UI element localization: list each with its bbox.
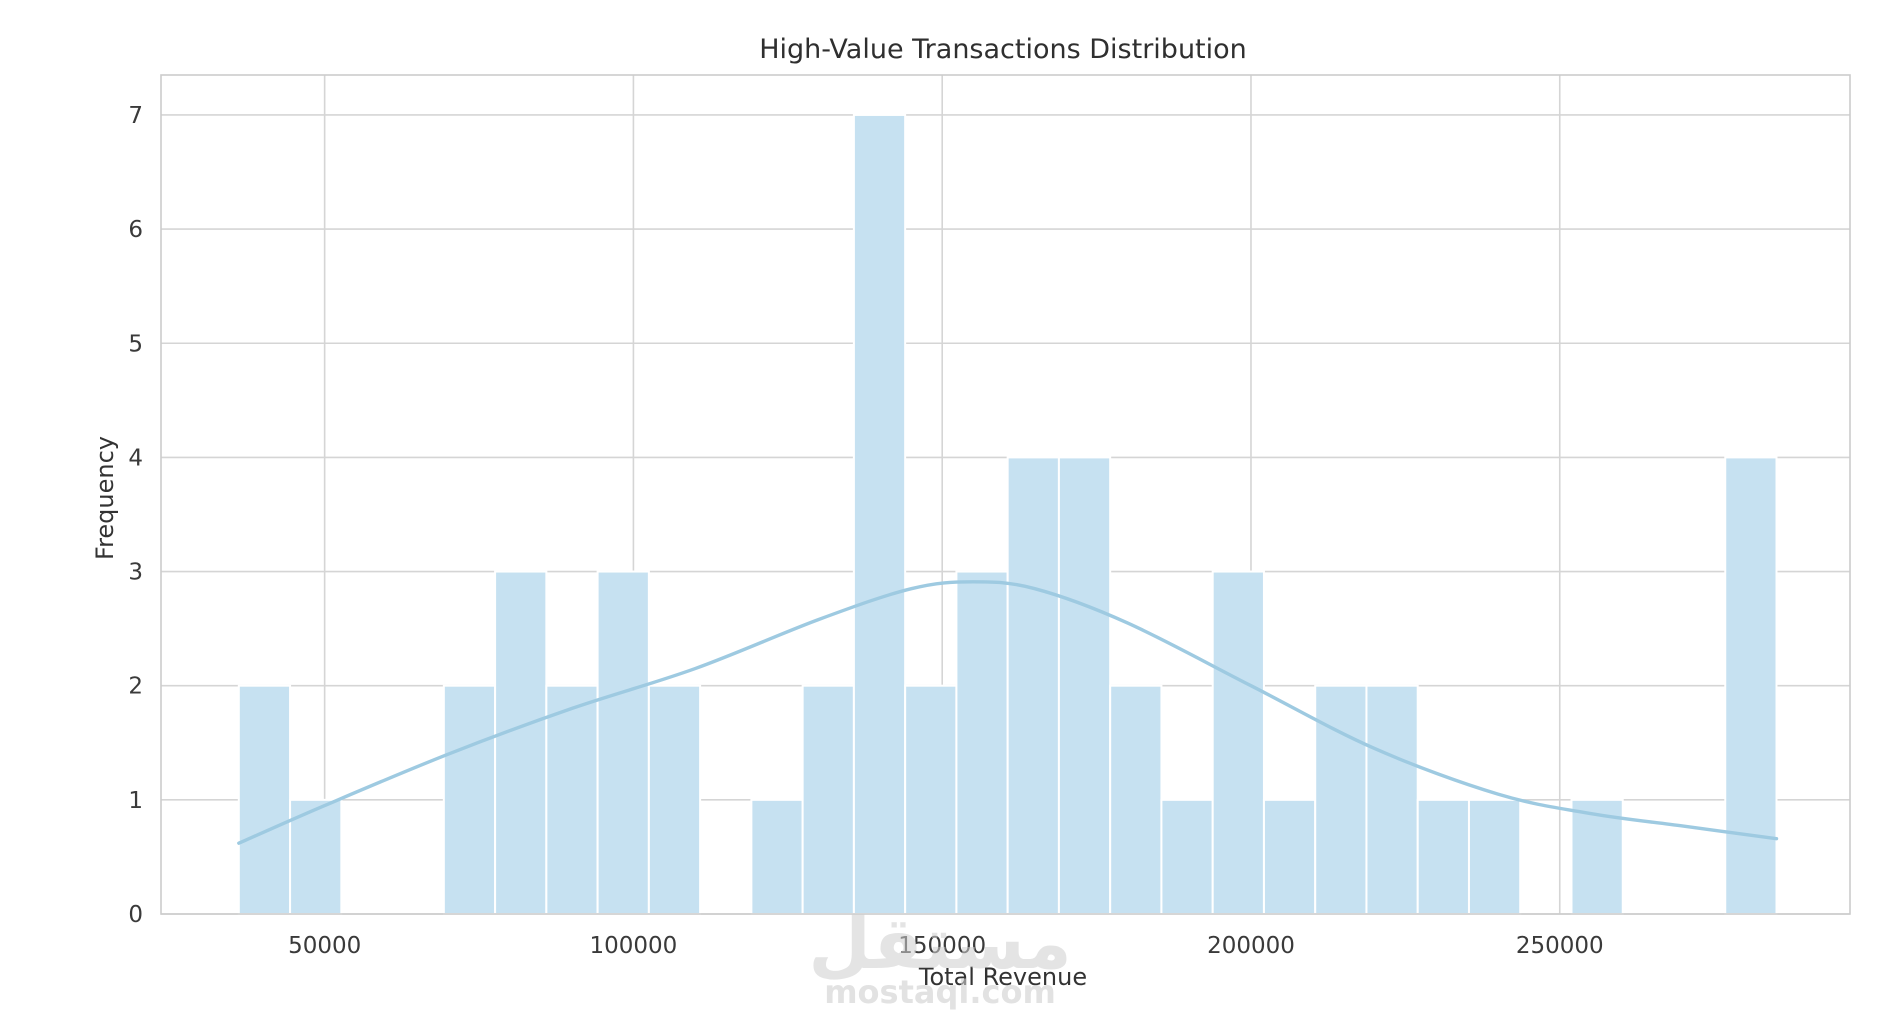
histogram-bar bbox=[1006, 456, 1060, 915]
x-tick-label: 100000 bbox=[590, 933, 678, 959]
histogram-bar bbox=[1314, 684, 1368, 915]
histogram-bar bbox=[1724, 456, 1778, 915]
y-axis-label: Frequency bbox=[91, 436, 119, 560]
x-tick-label: 150000 bbox=[898, 933, 986, 959]
histogram-bar bbox=[289, 798, 343, 915]
y-tick-labels: 0 1 2 3 4 5 6 7 bbox=[128, 103, 143, 928]
histogram-bar bbox=[237, 684, 292, 915]
y-tick-label: 6 bbox=[128, 217, 143, 243]
y-tick-label: 7 bbox=[128, 103, 143, 129]
watermark-latin: mostaql.com bbox=[824, 973, 1056, 1011]
histogram-bar bbox=[1109, 684, 1163, 915]
plot-frame bbox=[160, 74, 1851, 915]
histogram-bars bbox=[237, 113, 1778, 915]
histogram-bar bbox=[1365, 684, 1419, 915]
histogram-bar bbox=[494, 570, 548, 915]
histogram-bar bbox=[1262, 798, 1317, 915]
histogram-bar bbox=[1211, 570, 1265, 915]
histogram-bar bbox=[596, 570, 650, 915]
y-tick-label: 4 bbox=[128, 445, 143, 471]
histogram-bar bbox=[1467, 798, 1522, 915]
x-tick-label: 250000 bbox=[1516, 933, 1604, 959]
y-tick-label: 2 bbox=[128, 674, 143, 700]
x-tick-label: 200000 bbox=[1207, 933, 1295, 959]
histogram-bar bbox=[904, 684, 958, 915]
histogram-bar bbox=[750, 798, 804, 915]
histogram-bar bbox=[801, 684, 855, 915]
histogram-bar bbox=[442, 684, 497, 915]
y-tick-label: 3 bbox=[128, 560, 143, 586]
watermark-arabic: مستقل bbox=[808, 901, 1071, 985]
histogram-bar bbox=[1160, 798, 1214, 915]
x-tick-label: 50000 bbox=[288, 933, 361, 959]
x-axis-label: Total Revenue bbox=[918, 963, 1087, 991]
x-tick-labels: 50000 100000 150000 200000 250000 bbox=[288, 933, 1604, 959]
chart-title: High-Value Transactions Distribution bbox=[759, 34, 1247, 65]
histogram-bar bbox=[647, 684, 702, 915]
y-tick-label: 1 bbox=[128, 788, 143, 814]
histogram-bar bbox=[545, 684, 599, 915]
histogram-bar bbox=[1057, 456, 1112, 915]
histogram-bar bbox=[852, 113, 907, 915]
histogram-bar bbox=[955, 570, 1009, 915]
kde-curve bbox=[237, 580, 1779, 845]
y-tick-label: 0 bbox=[128, 902, 143, 928]
histogram-bar bbox=[1416, 798, 1470, 915]
y-tick-label: 5 bbox=[128, 331, 143, 357]
